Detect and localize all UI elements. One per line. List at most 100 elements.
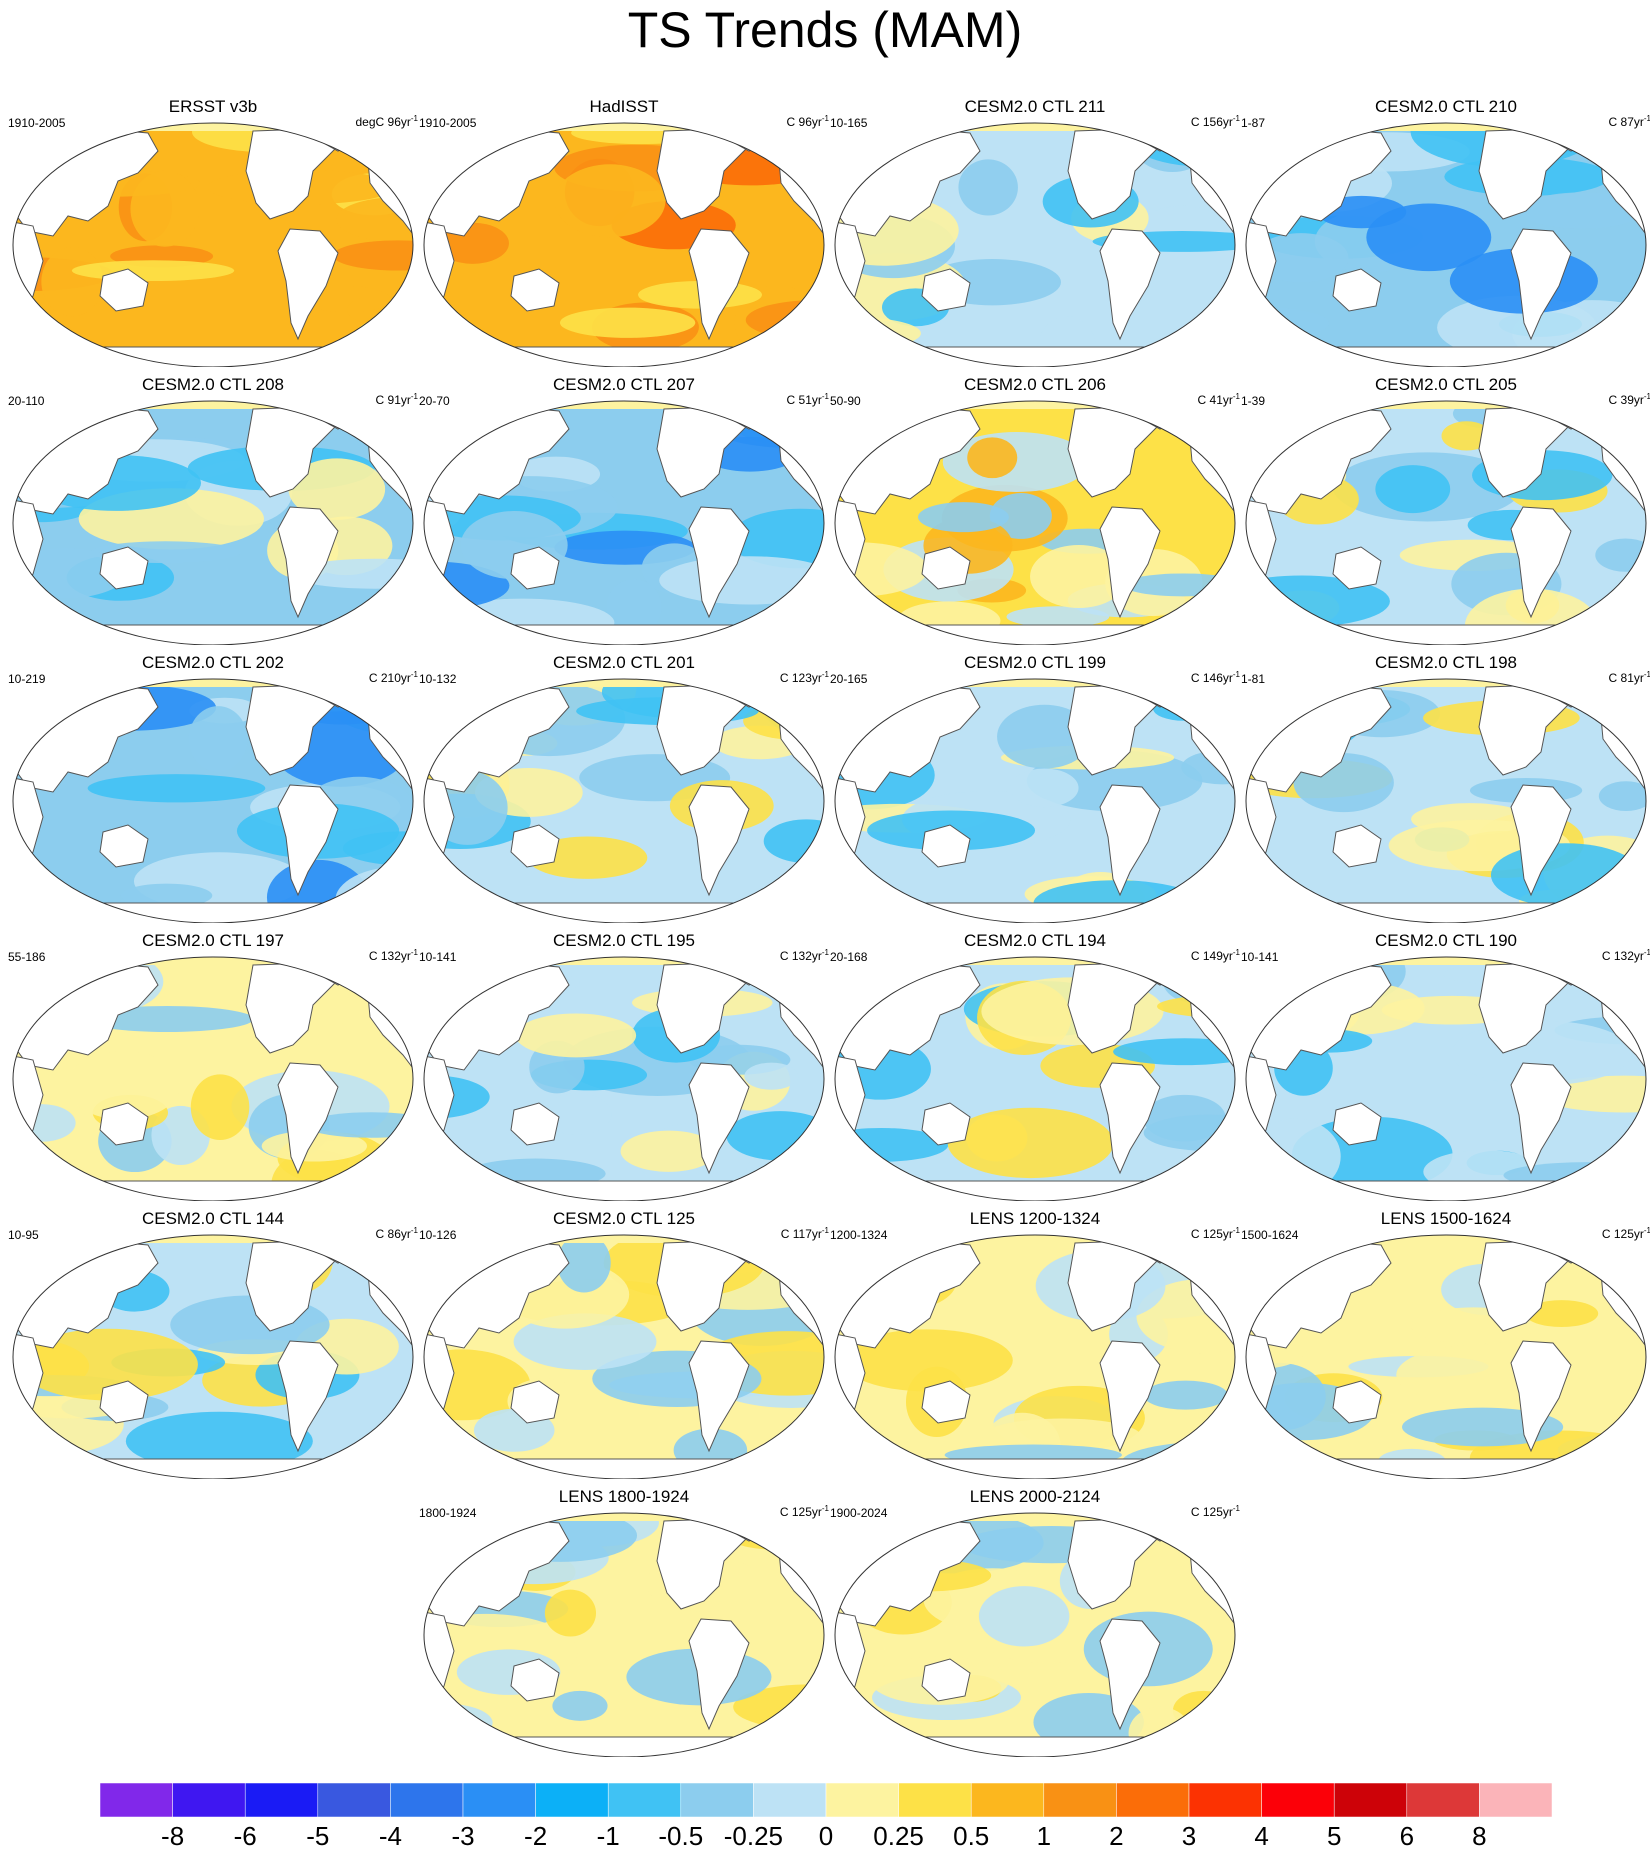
panel-period: 1-87	[1241, 116, 1266, 130]
land-mass	[688, 1340, 750, 1453]
units-exponent: -1	[1232, 948, 1240, 957]
panel-period: 10-141	[1241, 950, 1279, 964]
panel-title: CESM2.0 CTL 144	[141, 1209, 285, 1228]
trend-region	[606, 579, 662, 636]
panel-title: CESM2.0 CTL 125	[552, 1209, 696, 1228]
units-exponent: -1	[410, 114, 418, 123]
panel-title: CESM2.0 CTL 205	[1374, 375, 1518, 394]
land-mass	[424, 1458, 824, 1479]
units-value: 41yr	[1209, 393, 1233, 407]
colorbar-label: -3	[451, 1821, 475, 1851]
arctic-region	[424, 1235, 824, 1243]
map-panel: LENS 2000-2124 1900-2024 C 125yr-1	[830, 1487, 1240, 1757]
colorbar-label: 4	[1254, 1821, 1269, 1851]
globe-outline	[1245, 400, 1647, 645]
trend-region	[1010, 768, 1079, 808]
arctic-region	[835, 401, 1235, 409]
units-exponent: -1	[821, 670, 829, 679]
land-mass	[1510, 784, 1572, 897]
colorbar-swatch	[1261, 1783, 1335, 1817]
trend-region	[997, 704, 1092, 769]
land-mass	[277, 784, 339, 897]
panel-period: 1910-2005	[419, 116, 477, 130]
land-mass	[1332, 1380, 1382, 1424]
units-prefix: C	[1190, 1227, 1203, 1241]
land-mass	[835, 346, 1235, 367]
land-mass	[1510, 1340, 1572, 1453]
map-panel: LENS 1500-1624 1500-1624 C 125yr-1	[1241, 1209, 1650, 1479]
panel-units: C 117yr-1	[781, 1223, 829, 1242]
globe-map	[12, 956, 414, 1201]
colorbar-label: 0.5	[953, 1821, 990, 1851]
trend-region	[120, 883, 213, 908]
globe-outline	[423, 678, 825, 923]
globe-map	[423, 400, 825, 645]
units-prefix: degC	[355, 115, 388, 129]
panel-period: 10-141	[419, 950, 457, 964]
arctic-region	[835, 123, 1235, 131]
colorbar-swatch	[898, 1783, 972, 1817]
trend-region	[288, 558, 413, 589]
trend-region	[559, 307, 696, 338]
globe-outline	[834, 1512, 1236, 1757]
units-exponent: -1	[410, 1226, 418, 1235]
panel-units: C 146yr-1	[1191, 667, 1240, 686]
colorbar-swatch	[970, 1783, 1045, 1817]
trend-region	[1143, 1380, 1228, 1410]
units-prefix: C	[1190, 671, 1203, 685]
land-mass	[921, 546, 971, 590]
panel-title: LENS 1800-1924	[558, 1487, 690, 1506]
colorbar	[100, 1783, 1552, 1817]
colorbar-swatch	[1043, 1783, 1117, 1817]
trend-region	[1598, 781, 1646, 811]
units-prefix: C	[779, 671, 792, 685]
trend-region	[1006, 606, 1110, 628]
arctic-region	[1246, 1235, 1646, 1243]
land-mass	[424, 346, 824, 367]
trend-region	[288, 458, 386, 520]
colorbar-label: -4	[378, 1821, 402, 1851]
land-mass	[688, 1618, 750, 1731]
globe-outline	[834, 678, 1236, 923]
land-mass	[13, 1458, 413, 1479]
trend-region	[1172, 1690, 1235, 1731]
units-value: 117yr	[792, 1227, 822, 1241]
map-panel: CESM2.0 CTL 211 10-165 C 156yr-1	[830, 97, 1240, 367]
panel-units: C 125yr-1	[1191, 1223, 1240, 1242]
land-mass	[1246, 624, 1646, 645]
panel-units: C 149yr-1	[1191, 945, 1240, 964]
land-mass	[1332, 824, 1382, 868]
units-exponent: -1	[1232, 392, 1240, 401]
panel-units: C 125yr-1	[780, 1501, 829, 1520]
colorbar-label: -8	[161, 1821, 185, 1851]
land-mass	[835, 902, 1235, 923]
trend-region	[1152, 695, 1215, 721]
globe-outline	[1245, 956, 1647, 1201]
arctic-region	[424, 1513, 824, 1521]
panel-units: C 125yr-1	[1602, 1223, 1650, 1242]
units-value: 146yr	[1202, 671, 1233, 685]
units-value: 39yr	[1620, 393, 1644, 407]
trend-region	[1253, 233, 1349, 283]
land-mass	[277, 228, 339, 341]
panel-period: 55-186	[8, 950, 46, 964]
trend-region	[841, 1329, 1013, 1392]
units-exponent: -1	[821, 392, 829, 401]
globe-map	[423, 122, 825, 367]
map-panel: CESM2.0 CTL 210 1-87 C 87yr-1	[1241, 97, 1650, 367]
map-panel: CESM2.0 CTL 125 10-126 C 117yr-1	[419, 1209, 829, 1479]
panel-title: CESM2.0 CTL 201	[552, 653, 696, 672]
units-exponent: -1	[1643, 114, 1650, 123]
colorbar-label: 6	[1399, 1821, 1415, 1851]
map-panel: CESM2.0 CTL 144 10-95 C 86yr-1	[8, 1209, 418, 1479]
colorbar-label: -2	[524, 1821, 548, 1851]
colorbar-swatch	[462, 1783, 536, 1817]
map-panel: CESM2.0 CTL 207 20-70 C 51yr-1	[419, 375, 829, 645]
land-mass	[688, 1062, 750, 1175]
globe-outline	[423, 1234, 825, 1479]
arctic-region	[424, 679, 824, 687]
map-panel: HadISST 1910-2005 C 96yr-1	[419, 97, 829, 367]
map-panel: CESM2.0 CTL 198 1-81 C 81yr-1	[1241, 653, 1650, 923]
trend-region	[125, 1411, 313, 1471]
land-mass	[1510, 228, 1572, 341]
